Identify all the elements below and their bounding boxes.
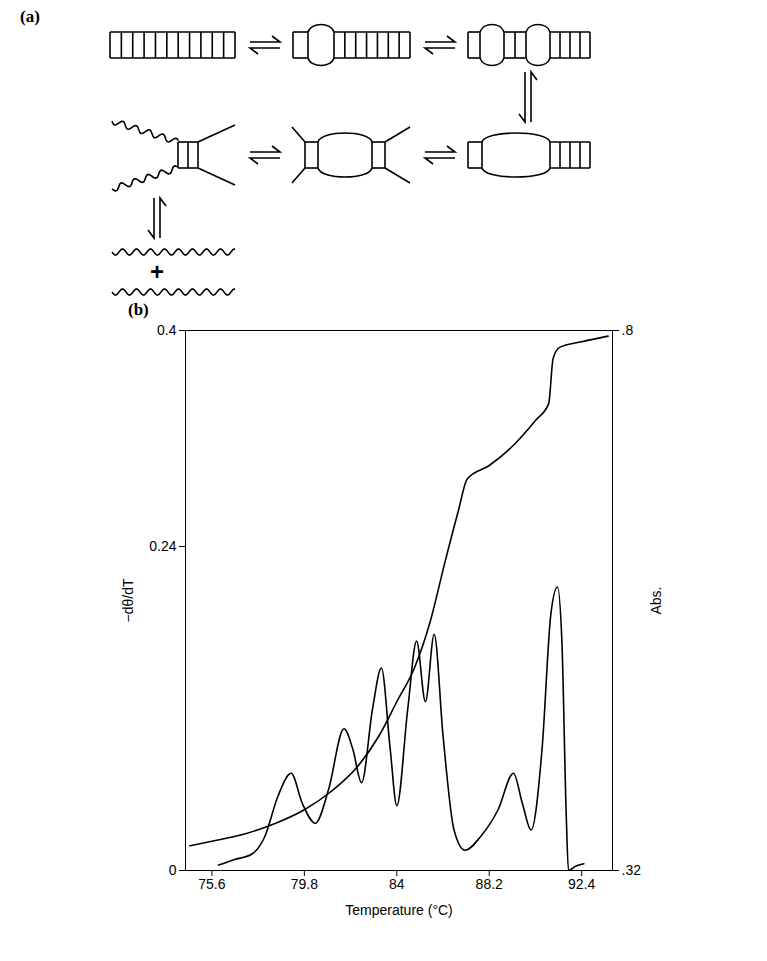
svg-text:Temperature (°C): Temperature (°C) [345,902,453,918]
svg-text:75.6: 75.6 [198,876,225,892]
svg-text:.32: .32 [622,862,642,878]
svg-text:.8: .8 [622,322,634,338]
svg-text:Abs.: Abs. [648,586,664,614]
svg-text:+: + [150,258,164,285]
svg-text:0.24: 0.24 [149,538,176,554]
svg-text:79.8: 79.8 [291,876,318,892]
svg-text:92.4: 92.4 [568,876,595,892]
svg-text:0: 0 [169,862,177,878]
html-text:(b): (b) [128,300,149,319]
svg-text:(a): (a) [20,7,40,26]
svg-text:88.2: 88.2 [476,876,503,892]
svg-text:−dθ/dT: −dθ/dT [120,578,136,622]
svg-text:0.4: 0.4 [157,322,177,338]
svg-text:84: 84 [389,876,405,892]
